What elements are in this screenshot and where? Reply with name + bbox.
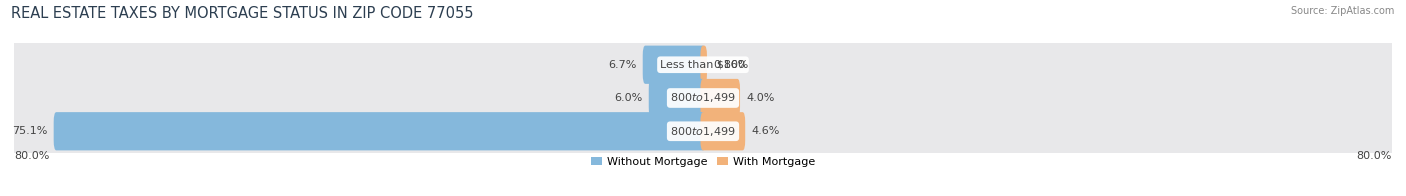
Legend: Without Mortgage, With Mortgage: Without Mortgage, With Mortgage — [591, 157, 815, 167]
FancyBboxPatch shape — [700, 112, 745, 150]
Text: 80.0%: 80.0% — [1357, 151, 1392, 161]
Text: REAL ESTATE TAXES BY MORTGAGE STATUS IN ZIP CODE 77055: REAL ESTATE TAXES BY MORTGAGE STATUS IN … — [11, 6, 474, 21]
Text: 75.1%: 75.1% — [13, 126, 48, 136]
Text: $800 to $1,499: $800 to $1,499 — [671, 92, 735, 104]
Text: 4.6%: 4.6% — [751, 126, 779, 136]
FancyBboxPatch shape — [643, 46, 706, 84]
Text: 80.0%: 80.0% — [14, 151, 49, 161]
Text: 6.7%: 6.7% — [609, 60, 637, 70]
FancyBboxPatch shape — [700, 46, 707, 84]
Text: $800 to $1,499: $800 to $1,499 — [671, 125, 735, 138]
FancyBboxPatch shape — [11, 106, 1395, 156]
FancyBboxPatch shape — [11, 73, 1395, 123]
Text: 4.0%: 4.0% — [747, 93, 775, 103]
Text: 6.0%: 6.0% — [614, 93, 643, 103]
Text: 0.16%: 0.16% — [713, 60, 748, 70]
FancyBboxPatch shape — [648, 79, 706, 117]
FancyBboxPatch shape — [11, 40, 1395, 90]
FancyBboxPatch shape — [53, 112, 706, 150]
FancyBboxPatch shape — [700, 79, 740, 117]
Text: Less than $800: Less than $800 — [661, 60, 745, 70]
Text: Source: ZipAtlas.com: Source: ZipAtlas.com — [1291, 6, 1395, 16]
